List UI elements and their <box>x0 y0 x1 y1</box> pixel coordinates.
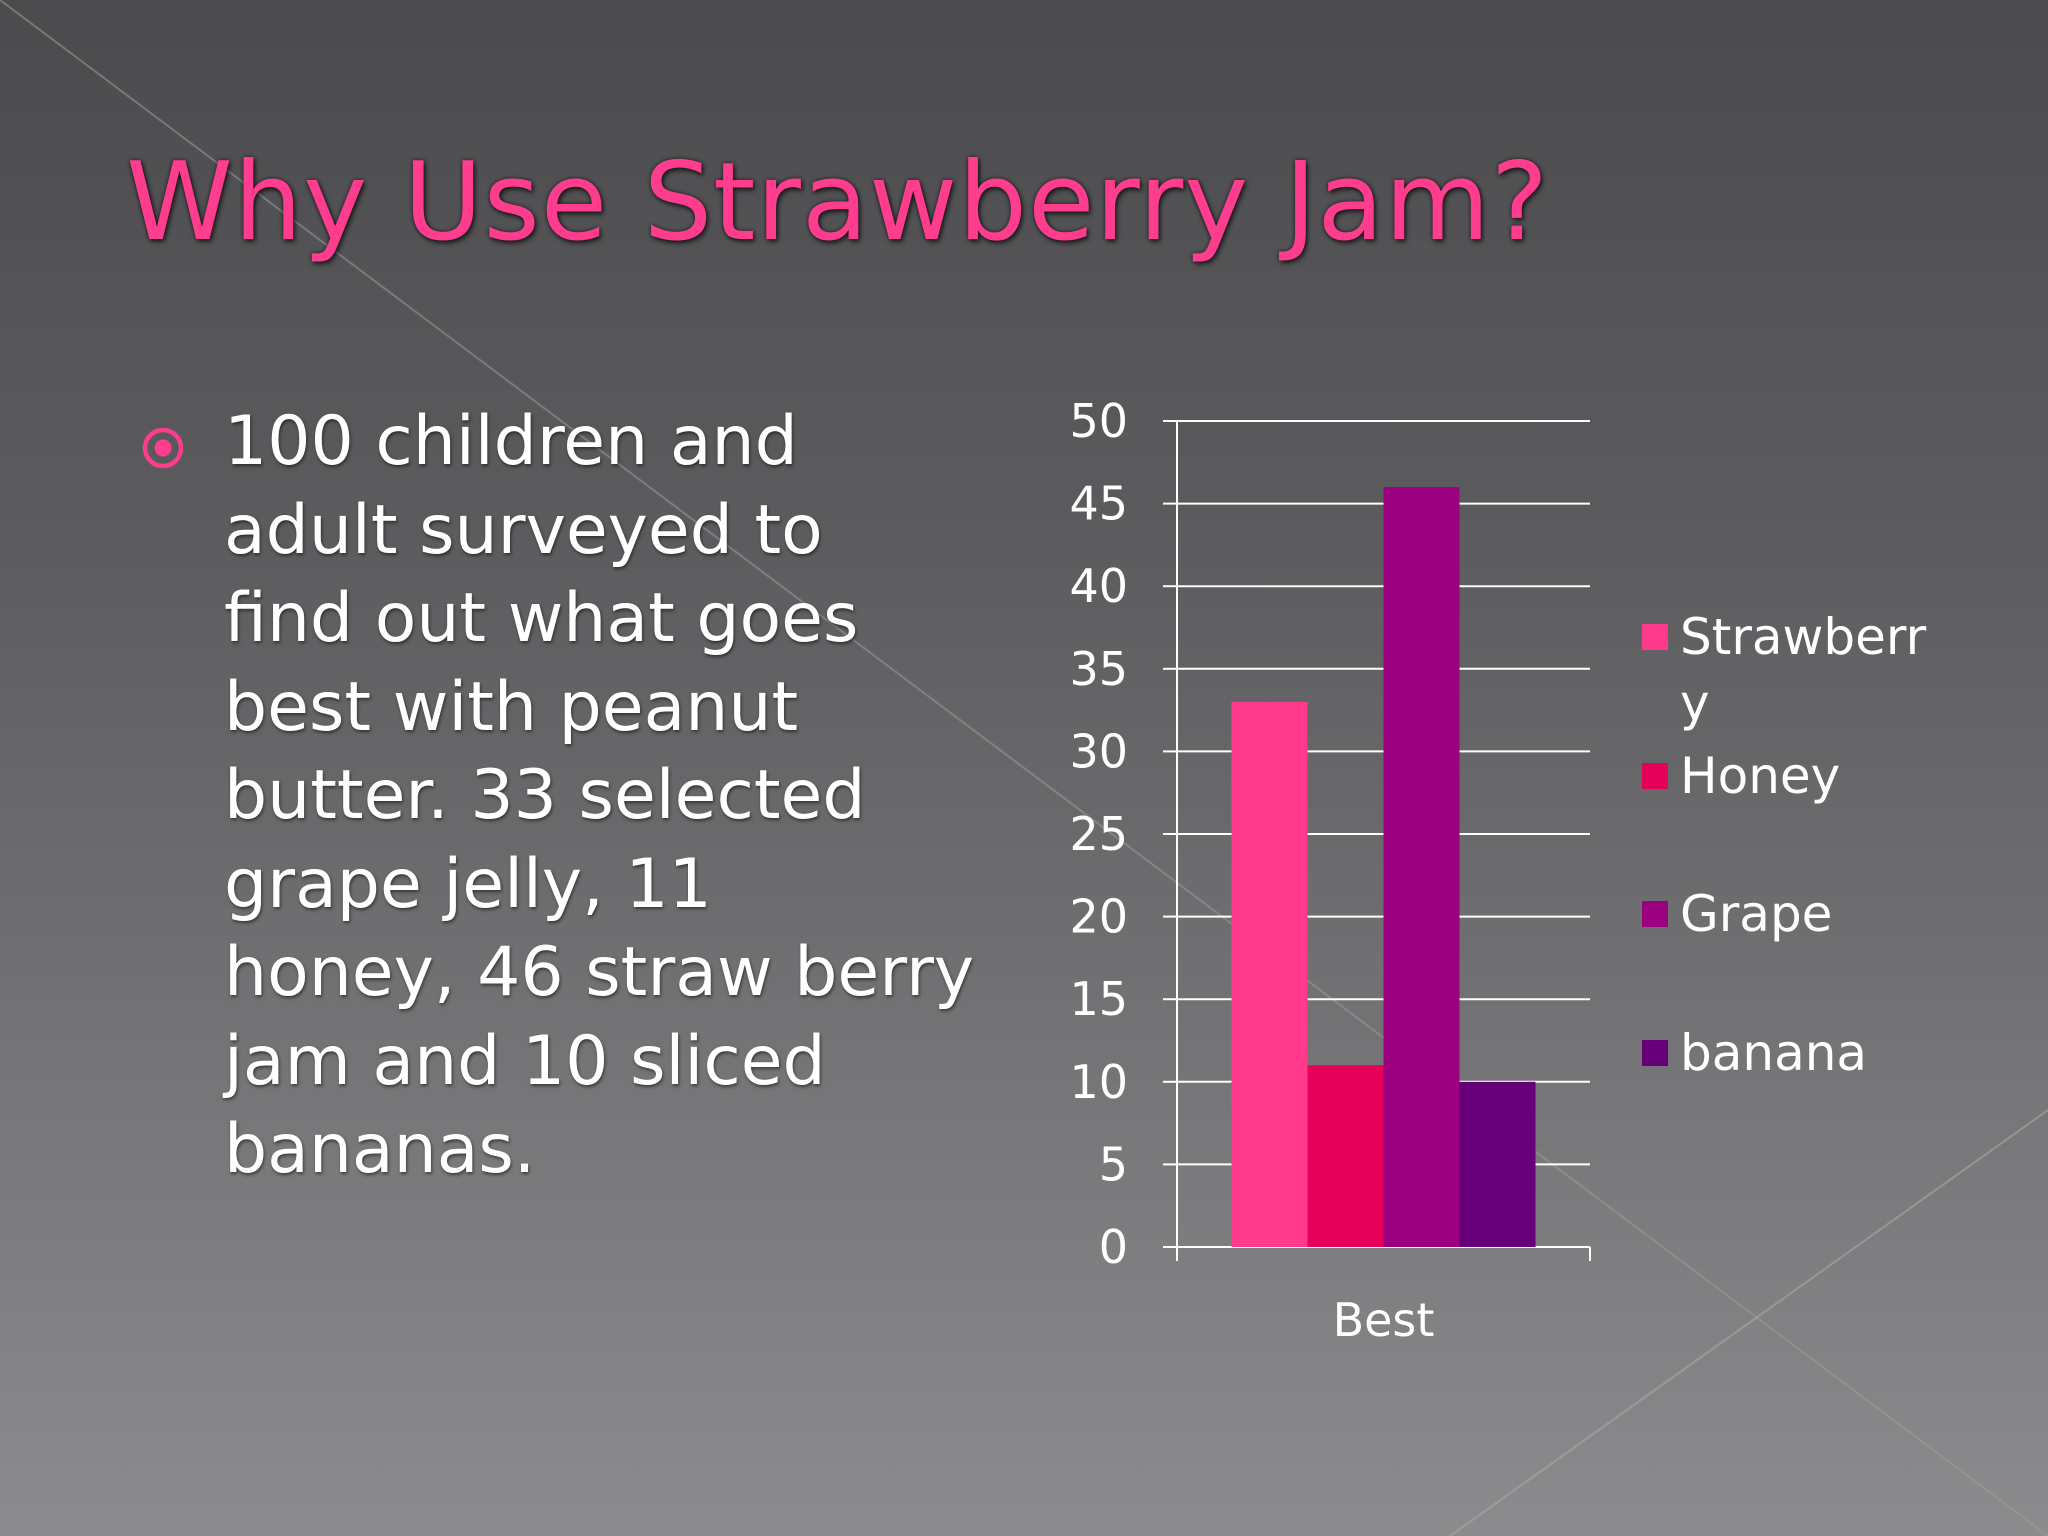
y-tick-label: 15 <box>1069 972 1128 1026</box>
target-circle-icon <box>142 427 184 469</box>
x-category-label: Best <box>1333 1293 1435 1347</box>
y-tick-label: 20 <box>1069 890 1128 944</box>
bullet-text-line: bananas. <box>224 1110 536 1189</box>
bullet-text-line: best with peanut <box>224 667 799 747</box>
bar-honey <box>1307 1065 1384 1247</box>
y-tick-label: 30 <box>1069 724 1128 778</box>
bar-banana <box>1459 1081 1536 1247</box>
y-tick-label: 5 <box>1099 1137 1128 1191</box>
legend-swatch-banana <box>1642 1040 1668 1066</box>
y-tick-label: 10 <box>1069 1055 1128 1109</box>
y-tick-label: 40 <box>1069 559 1128 613</box>
legend-label-grape: Grape <box>1680 885 1832 943</box>
bullet-text-line: 100 children and <box>224 402 798 481</box>
bullet-text-line: find out what goes <box>224 579 859 658</box>
bullet-text-line: grape jelly, 11 <box>224 844 712 924</box>
bullet-text: 100 children and adult surveyed to find … <box>224 398 1024 1195</box>
y-tick-label: 35 <box>1069 642 1128 696</box>
y-tick-label: 25 <box>1069 807 1128 861</box>
y-tick-label: 45 <box>1069 477 1128 531</box>
legend-label-banana: banana <box>1680 1024 1867 1082</box>
bar-chart: 0 5 10 15 20 25 30 35 40 45 50 Best Strawberr y Honey G… <box>1069 394 1927 1347</box>
bullet-text-line: adult surveyed to <box>224 490 823 570</box>
y-tick-label: 50 <box>1069 394 1128 448</box>
slide-title: Why Use Strawberry Jam? <box>126 140 1550 265</box>
legend-swatch-grape <box>1642 901 1668 927</box>
bullet-text-line: honey, 46 straw berry <box>224 933 975 1012</box>
legend-swatch-honey <box>1642 763 1668 789</box>
bullet-text-line: butter. 33 selected <box>224 756 866 835</box>
legend-label-honey: Honey <box>1680 747 1840 805</box>
legend-label-strawberry: Strawberr y <box>1680 608 1927 732</box>
y-tick-label: 0 <box>1099 1220 1128 1274</box>
legend-swatch-strawberry <box>1642 624 1668 650</box>
bullet-text-line: jam and 10 sliced <box>224 1021 826 1101</box>
bar-grape <box>1383 487 1460 1247</box>
decorative-diagonal-line <box>1449 1109 2048 1536</box>
bar-strawberry <box>1231 701 1308 1247</box>
